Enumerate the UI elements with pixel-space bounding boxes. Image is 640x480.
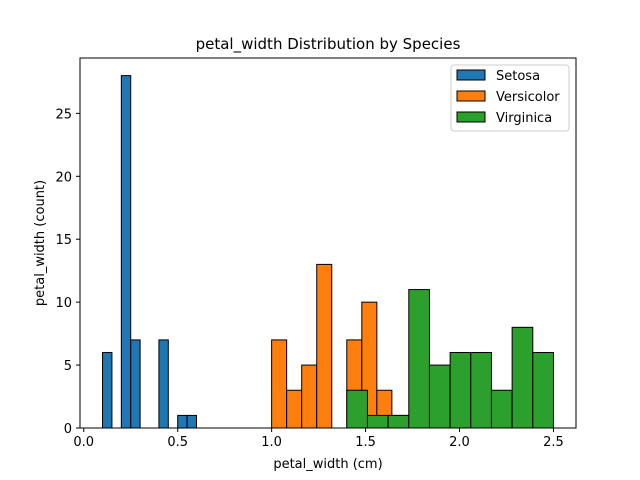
bar-versicolor-0 — [271, 339, 288, 429]
bar-versicolor-3 — [316, 263, 333, 429]
x-axis-ticks: 0.0 0.5 1.0 1.5 2.0 2.5 — [73, 428, 564, 450]
y-tick-label: 0 — [64, 422, 72, 437]
x-tick-label: 1.0 — [261, 435, 282, 450]
bar-setosa-5 — [186, 414, 197, 429]
x-tick-label: 2.5 — [543, 435, 564, 450]
y-tick-label: 20 — [55, 170, 72, 185]
bar-virginica-2 — [387, 414, 410, 429]
legend-label-setosa: Setosa — [496, 69, 540, 84]
bar-setosa-3 — [158, 339, 169, 429]
bar-virginica-9 — [532, 351, 554, 429]
bars-layer — [102, 75, 554, 429]
y-axis-ticks: 0 5 10 15 20 25 — [55, 107, 80, 437]
y-axis-label: petal_width (count) — [33, 180, 48, 306]
x-axis-label: petal_width (cm) — [273, 457, 382, 472]
y-tick-label: 5 — [64, 359, 72, 374]
legend: Setosa Versicolor Virginica — [450, 64, 570, 132]
bar-versicolor-2 — [301, 364, 318, 429]
bar-setosa-4 — [177, 414, 188, 429]
y-tick-label: 25 — [55, 107, 72, 122]
bar-virginica-6 — [470, 351, 492, 429]
chart-title: petal_width Distribution by Species — [196, 35, 461, 54]
bar-setosa-0 — [102, 351, 113, 429]
bar-virginica-3 — [408, 289, 430, 429]
bar-virginica-5 — [449, 351, 472, 429]
bar-versicolor-1 — [286, 389, 303, 429]
legend-label-virginica: Virginica — [496, 111, 552, 126]
y-tick-label: 10 — [55, 296, 72, 311]
bar-virginica-8 — [511, 326, 534, 429]
x-tick-label: 0.0 — [73, 435, 94, 450]
legend-swatch-setosa — [456, 69, 486, 81]
plot-frame — [79, 57, 577, 429]
bar-virginica-7 — [490, 389, 513, 429]
x-tick-label: 2.0 — [449, 435, 470, 450]
x-tick-label: 0.5 — [167, 435, 188, 450]
bar-setosa-1 — [120, 75, 132, 429]
bar-virginica-4 — [428, 364, 451, 429]
y-tick-label: 15 — [55, 233, 72, 248]
legend-swatch-virginica — [456, 111, 486, 123]
x-tick-label: 1.5 — [355, 435, 376, 450]
legend-label-versicolor: Versicolor — [496, 90, 560, 105]
bar-virginica-1 — [366, 414, 389, 429]
bar-setosa-2 — [130, 339, 141, 429]
bar-virginica-0 — [346, 389, 368, 429]
legend-swatch-versicolor — [456, 90, 486, 102]
